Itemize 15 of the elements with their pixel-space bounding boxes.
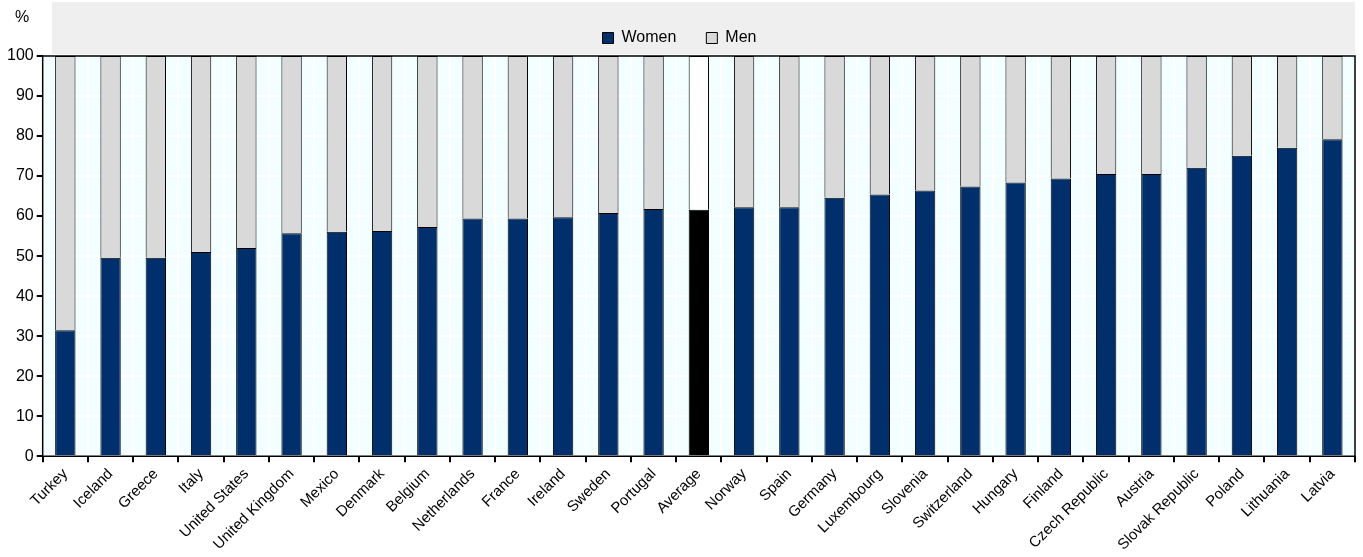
x-tick-label: Italy (174, 464, 207, 497)
y-tick-label: 20 (15, 366, 34, 384)
y-tick-label: 90 (15, 86, 34, 104)
legend-label: Men (725, 28, 757, 46)
y-tick-label: 80 (15, 126, 34, 144)
y-tick-label: 50 (15, 246, 34, 264)
y-tick-label: 10 (15, 406, 34, 424)
legend-label: Women (621, 28, 677, 46)
y-tick-label: 100 (6, 46, 34, 64)
y-axis-title: % (14, 8, 30, 26)
y-tick-label: 40 (15, 286, 34, 304)
y-tick-label: 0 (24, 446, 34, 464)
y-tick-label: 70 (15, 166, 34, 184)
y-tick-label: 60 (15, 206, 34, 224)
y-tick-label: 30 (15, 326, 34, 344)
